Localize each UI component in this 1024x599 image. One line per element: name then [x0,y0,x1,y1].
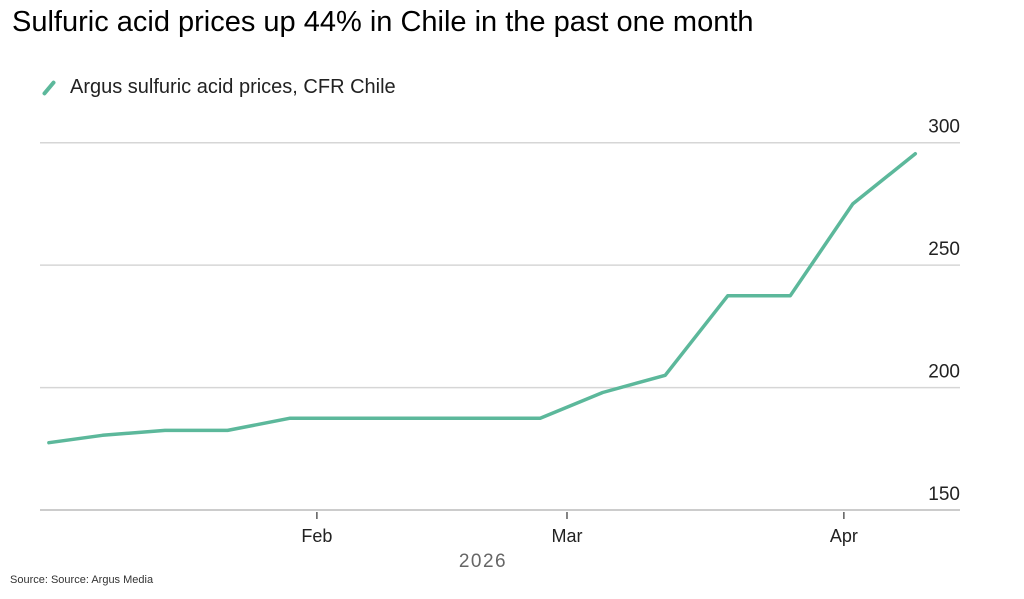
y-tick-label: 150 [928,484,960,505]
series-line [47,151,918,445]
y-tick-label: 300 [928,117,960,138]
x-tick-label: Apr [830,526,858,546]
x-tick-label: Mar [551,526,582,546]
source-note: Source: Source: Argus Media [10,574,154,586]
y-tick-label: 250 [928,239,960,260]
chart-title: Sulfuric acid prices up 44% in Chile in … [12,6,754,38]
legend-label: Argus sulfuric acid prices, CFR Chile [70,76,396,98]
x-tick-label: Feb [301,526,332,546]
x-axis-label: 2026 [459,551,507,572]
y-tick-label: 200 [928,362,960,383]
legend: Argus sulfuric acid prices, CFR Chile [40,76,396,99]
